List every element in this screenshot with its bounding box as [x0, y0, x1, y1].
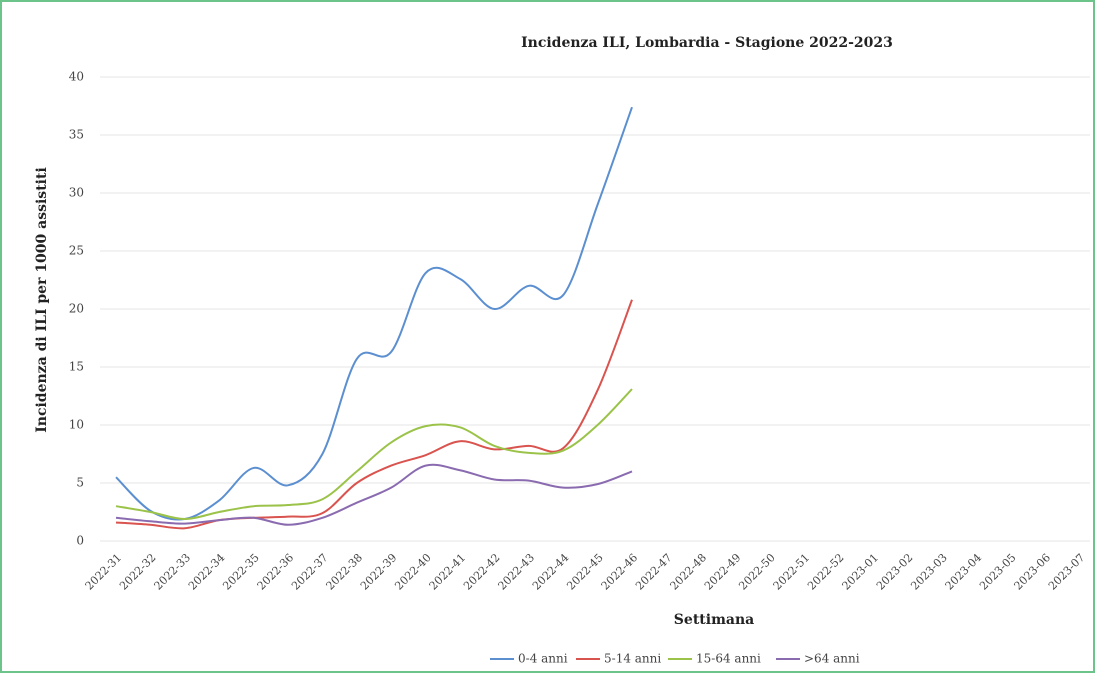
chart: Incidenza ILI, Lombardia - Stagione 2022…	[0, 0, 1095, 673]
x-tick-label: 2022-36	[255, 551, 297, 593]
legend-label: 0-4 anni	[518, 652, 568, 666]
x-tick-label: 2023-06	[1012, 551, 1054, 593]
x-tick-label: 2022-37	[289, 551, 331, 593]
x-tick-label: 2022-43	[496, 551, 538, 593]
x-tick-label: 2022-44	[530, 551, 572, 593]
x-tick-label: 2022-32	[117, 551, 159, 593]
x-tick-label: 2022-46	[599, 551, 641, 593]
y-tick-label: 15	[69, 360, 84, 374]
y-tick-label: 30	[69, 186, 84, 200]
y-tick-label: 40	[69, 70, 84, 84]
x-tick-label: 2022-52	[805, 551, 847, 593]
x-tick-label: 2022-41	[427, 551, 469, 593]
y-tick-label: 0	[76, 534, 84, 548]
data-line	[116, 389, 632, 519]
y-tick-label: 35	[69, 128, 84, 142]
data-line	[116, 107, 632, 519]
x-tick-label: 2022-49	[702, 551, 744, 593]
y-tick-label: 25	[69, 244, 84, 258]
x-tick-label: 2022-35	[220, 551, 262, 593]
y-axis-title: Incidenza di ILI per 1000 assistiti	[34, 167, 50, 433]
x-tick-label: 2022-50	[736, 551, 778, 593]
x-tick-label: 2022-38	[324, 551, 366, 593]
x-tick-label: 2023-03	[908, 551, 950, 593]
x-tick-label: 2022-48	[668, 551, 710, 593]
legend-label: 5-14 anni	[604, 652, 661, 666]
y-tick-label: 5	[76, 476, 84, 490]
x-tick-label: 2022-51	[771, 551, 813, 593]
x-tick-label: 2022-39	[358, 551, 400, 593]
chart-title: Incidenza ILI, Lombardia - Stagione 2022…	[521, 35, 893, 51]
legend-label: >64 anni	[804, 652, 860, 666]
x-tick-label: 2022-42	[461, 551, 503, 593]
y-tick-label: 20	[69, 302, 84, 316]
x-tick-label: 2022-34	[186, 551, 228, 593]
x-axis-title: Settimana	[674, 612, 754, 628]
x-tick-label: 2022-33	[152, 551, 194, 593]
x-tick-label: 2022-45	[564, 551, 606, 593]
x-tick-label: 2023-07	[1046, 551, 1088, 593]
legend-label: 15-64 anni	[696, 652, 761, 666]
x-tick-label: 2022-47	[633, 551, 675, 593]
x-tick-label: 2022-31	[83, 551, 125, 593]
y-tick-label: 10	[69, 418, 84, 432]
x-tick-label: 2023-04	[943, 551, 985, 593]
data-line	[116, 300, 632, 529]
x-tick-label: 2023-01	[840, 551, 882, 593]
x-tick-label: 2023-05	[977, 551, 1019, 593]
x-tick-label: 2023-02	[874, 551, 916, 593]
x-tick-label: 2022-40	[392, 551, 434, 593]
